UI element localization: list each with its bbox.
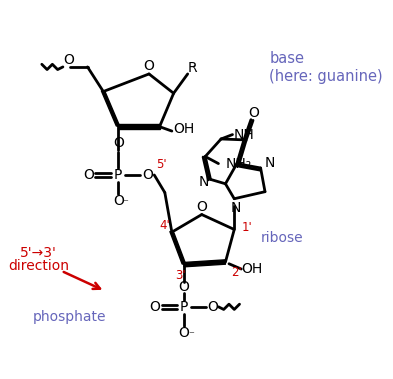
Text: O: O [150, 300, 161, 314]
Text: 2': 2' [231, 266, 241, 279]
Text: ribose: ribose [261, 231, 303, 245]
Text: 5': 5' [156, 158, 167, 171]
Polygon shape [118, 124, 160, 129]
Text: OH: OH [174, 122, 195, 136]
Text: P: P [180, 300, 188, 314]
Text: 1': 1' [241, 221, 252, 234]
Polygon shape [184, 260, 226, 267]
Text: O: O [64, 53, 75, 67]
Text: N: N [264, 156, 275, 170]
Text: O: O [142, 168, 153, 182]
Text: 5'→3': 5'→3' [20, 246, 57, 260]
Text: O: O [113, 136, 124, 150]
Text: O: O [179, 326, 189, 340]
Text: R: R [187, 61, 197, 75]
Text: NH₂: NH₂ [226, 157, 252, 171]
Text: OH: OH [241, 262, 263, 276]
Text: direction: direction [8, 258, 69, 273]
Text: ⁻: ⁻ [188, 330, 194, 340]
Text: N: N [198, 175, 209, 189]
Text: base
(here: guanine): base (here: guanine) [269, 51, 383, 83]
Text: O: O [143, 59, 154, 73]
Text: O: O [179, 280, 189, 294]
Text: N: N [231, 200, 241, 215]
Text: 3': 3' [175, 269, 186, 282]
Polygon shape [101, 91, 120, 127]
Text: NH: NH [233, 128, 254, 142]
Text: 4': 4' [160, 219, 170, 232]
Text: O: O [113, 194, 124, 208]
Text: P: P [114, 168, 123, 182]
Text: O: O [196, 200, 207, 214]
Text: O: O [83, 168, 94, 182]
Text: O: O [248, 106, 259, 121]
Polygon shape [170, 231, 186, 265]
Text: ⁻: ⁻ [122, 198, 128, 208]
Text: phosphate: phosphate [33, 310, 107, 324]
Text: O: O [207, 300, 218, 314]
